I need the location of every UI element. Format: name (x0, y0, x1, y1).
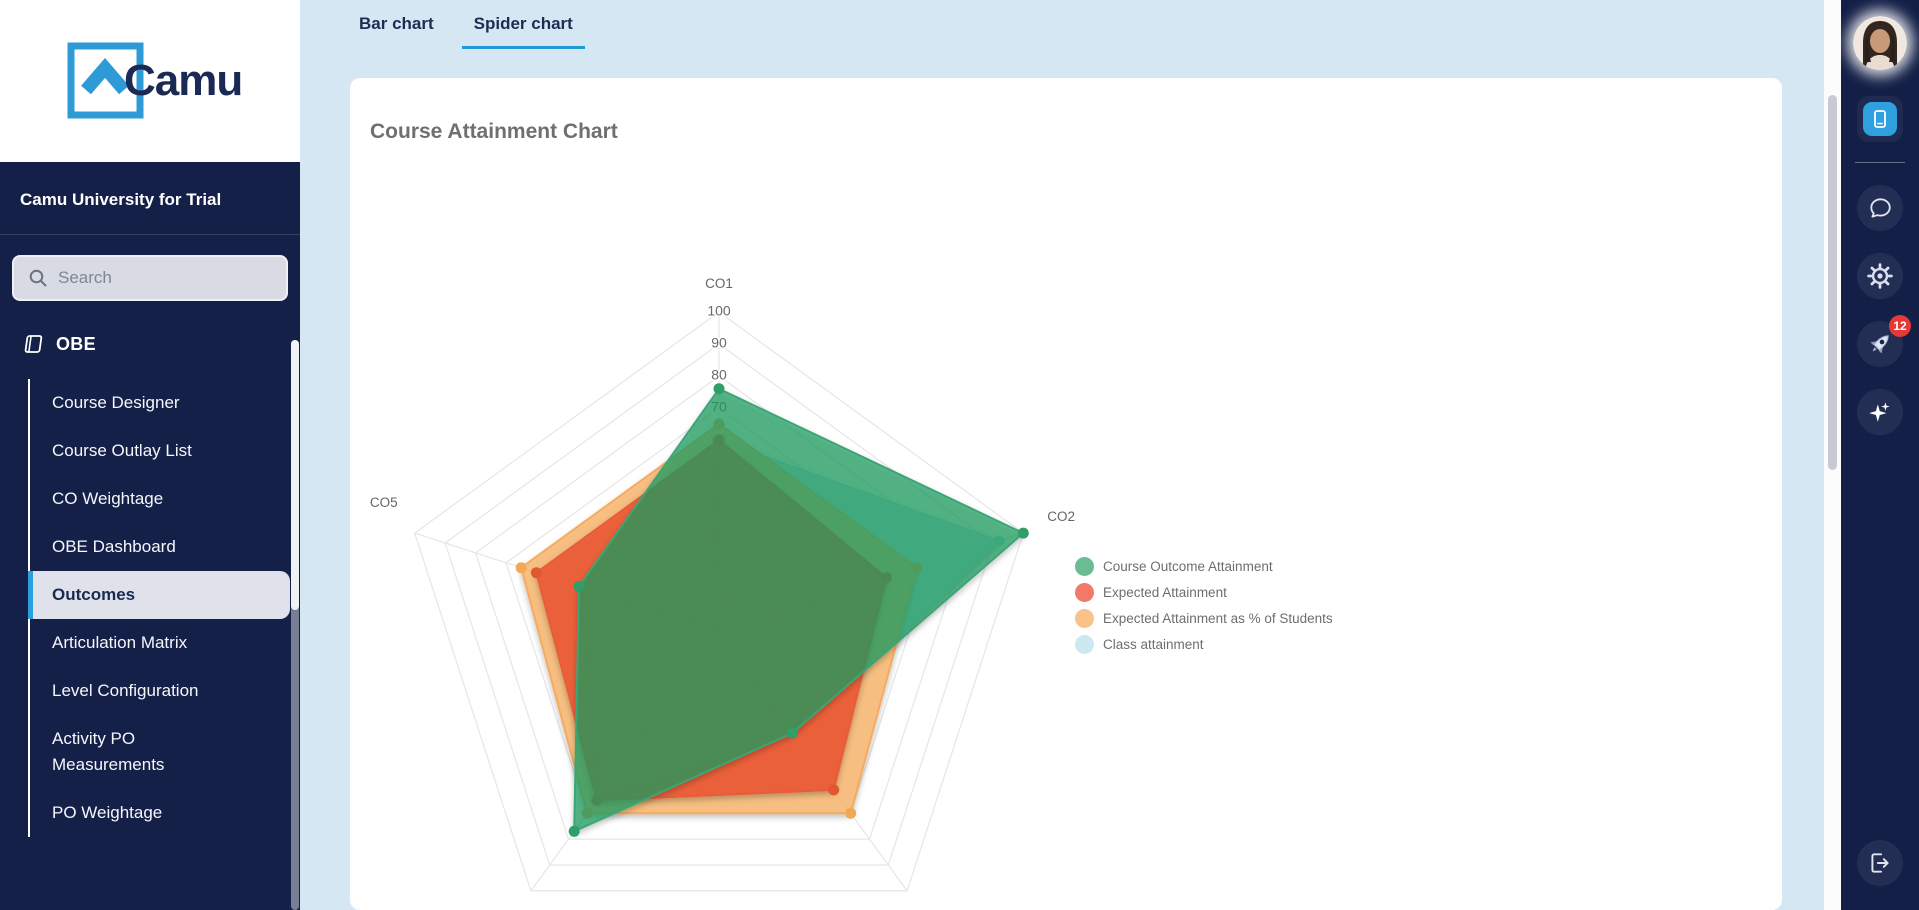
sidebar-item-course-outlay-list[interactable]: Course Outlay List (28, 427, 290, 475)
search-icon (29, 269, 47, 287)
sidebar-item-level-configuration[interactable]: Level Configuration (28, 667, 290, 715)
svg-text:90: 90 (711, 335, 727, 351)
tab-bar-chart[interactable]: Bar chart (359, 14, 434, 33)
camu-logo-icon (67, 42, 144, 119)
sidebar-menu: Course Designer Course Outlay List CO Weig… (28, 379, 300, 837)
sidebar-item-label: PO Weightage (52, 803, 163, 822)
gear-icon (1867, 263, 1893, 289)
chart-card: Course Attainment Chart 1020304050607080… (350, 78, 1782, 910)
radar-axis-labels: CO1 CO2 CO5 (370, 276, 1075, 524)
svg-text:100: 100 (707, 303, 731, 319)
main-scrollbar-track[interactable] (1824, 0, 1841, 910)
legend-swatch (1075, 583, 1094, 602)
sidebar-scrollbar-thumb[interactable] (291, 340, 299, 610)
sidebar-scrollbar-track[interactable] (291, 340, 299, 910)
chart-title: Course Attainment Chart (370, 120, 618, 143)
book-icon (24, 335, 43, 353)
brand-name: Camu (124, 56, 243, 105)
sidebar-item-label: Level Configuration (52, 681, 199, 700)
sidebar-item-label: Course Designer (52, 393, 180, 412)
sidebar: Camu Camu University for Trial OBE Cours… (0, 0, 300, 910)
sidebar-item-obe-dashboard[interactable]: OBE Dashboard (28, 523, 290, 571)
radar-series-course-outcome-attainment (568, 383, 1029, 837)
org-row: Camu University for Trial (0, 162, 300, 235)
legend-swatch (1075, 609, 1094, 628)
settings-button[interactable] (1857, 253, 1903, 299)
legend-label: Course Outcome Attainment (1103, 559, 1273, 574)
legend-item-class-attainment[interactable]: Class attainment (1075, 635, 1333, 654)
sidebar-item-po-weightage[interactable]: PO Weightage (28, 789, 290, 837)
legend-swatch (1075, 557, 1094, 576)
rocket-icon (1870, 335, 1889, 354)
sidebar-item-articulation-matrix[interactable]: Articulation Matrix (28, 619, 290, 667)
svg-text:80: 80 (711, 367, 727, 383)
sparkles-icon (1869, 402, 1890, 422)
sidebar-item-label: Activity PO Measurements (52, 729, 165, 774)
spider-chart: 102030405060708090100CO1CO2CO5 (370, 276, 1075, 892)
legend-item-course-outcome-attainment[interactable]: Course Outcome Attainment (1075, 557, 1333, 576)
avatar-image (1853, 16, 1907, 70)
sidebar-section-label: OBE (56, 333, 96, 354)
legend-label: Expected Attainment (1103, 585, 1227, 600)
ai-assistant-button[interactable] (1857, 389, 1903, 435)
legend-label: Class attainment (1103, 637, 1204, 652)
chat-button[interactable] (1857, 185, 1903, 231)
svg-text:CO1: CO1 (705, 276, 733, 291)
main-scrollbar-thumb[interactable] (1828, 95, 1837, 470)
legend-item-expected-attainment-as-of-students[interactable]: Expected Attainment as % of Students (1075, 609, 1333, 628)
tab-spider-chart[interactable]: Spider chart (461, 10, 585, 49)
avatar[interactable] (1853, 16, 1907, 70)
org-title: Camu University for Trial (20, 190, 222, 209)
svg-text:CO2: CO2 (1047, 509, 1075, 524)
logo-area: Camu (0, 0, 300, 162)
whats-new-button[interactable]: 12 (1857, 315, 1911, 367)
sidebar-item-label: OBE Dashboard (52, 537, 176, 556)
legend-item-expected-attainment[interactable]: Expected Attainment (1075, 583, 1333, 602)
search-box[interactable] (12, 255, 288, 301)
sidebar-item-label: Course Outlay List (52, 441, 192, 460)
sidebar-item-co-weightage[interactable]: CO Weightage (28, 475, 290, 523)
sidebar-section-obe[interactable]: OBE (22, 333, 300, 355)
svg-text:CO5: CO5 (370, 495, 398, 510)
chart-tabs: Bar chart Spider chart (300, 0, 1824, 49)
tablet-icon (1863, 102, 1897, 136)
sidebar-item-activity-po-measurements[interactable]: Activity PO Measurements (28, 715, 290, 789)
sidebar-item-course-designer[interactable]: Course Designer (28, 379, 290, 427)
logout-button[interactable] (1857, 840, 1903, 886)
sidebar-item-label: CO Weightage (52, 489, 164, 508)
legend-swatch (1075, 635, 1094, 654)
chart-legend: Course Outcome Attainment Expected Attain… (1075, 557, 1333, 661)
legend-label: Expected Attainment as % of Students (1103, 611, 1333, 626)
device-button[interactable] (1857, 96, 1903, 142)
sidebar-item-label: Outcomes (52, 585, 136, 604)
search-input[interactable] (58, 268, 278, 288)
chat-icon (1870, 198, 1891, 218)
rail-divider (1855, 162, 1905, 163)
right-rail: 12 (1841, 0, 1919, 910)
logout-icon (1871, 853, 1889, 873)
main-content: Bar chart Spider chart Course Attainment … (300, 0, 1824, 910)
notification-badge: 12 (1889, 315, 1911, 337)
sidebar-item-label: Articulation Matrix (52, 633, 188, 652)
sidebar-item-outcomes[interactable]: Outcomes (28, 571, 290, 619)
